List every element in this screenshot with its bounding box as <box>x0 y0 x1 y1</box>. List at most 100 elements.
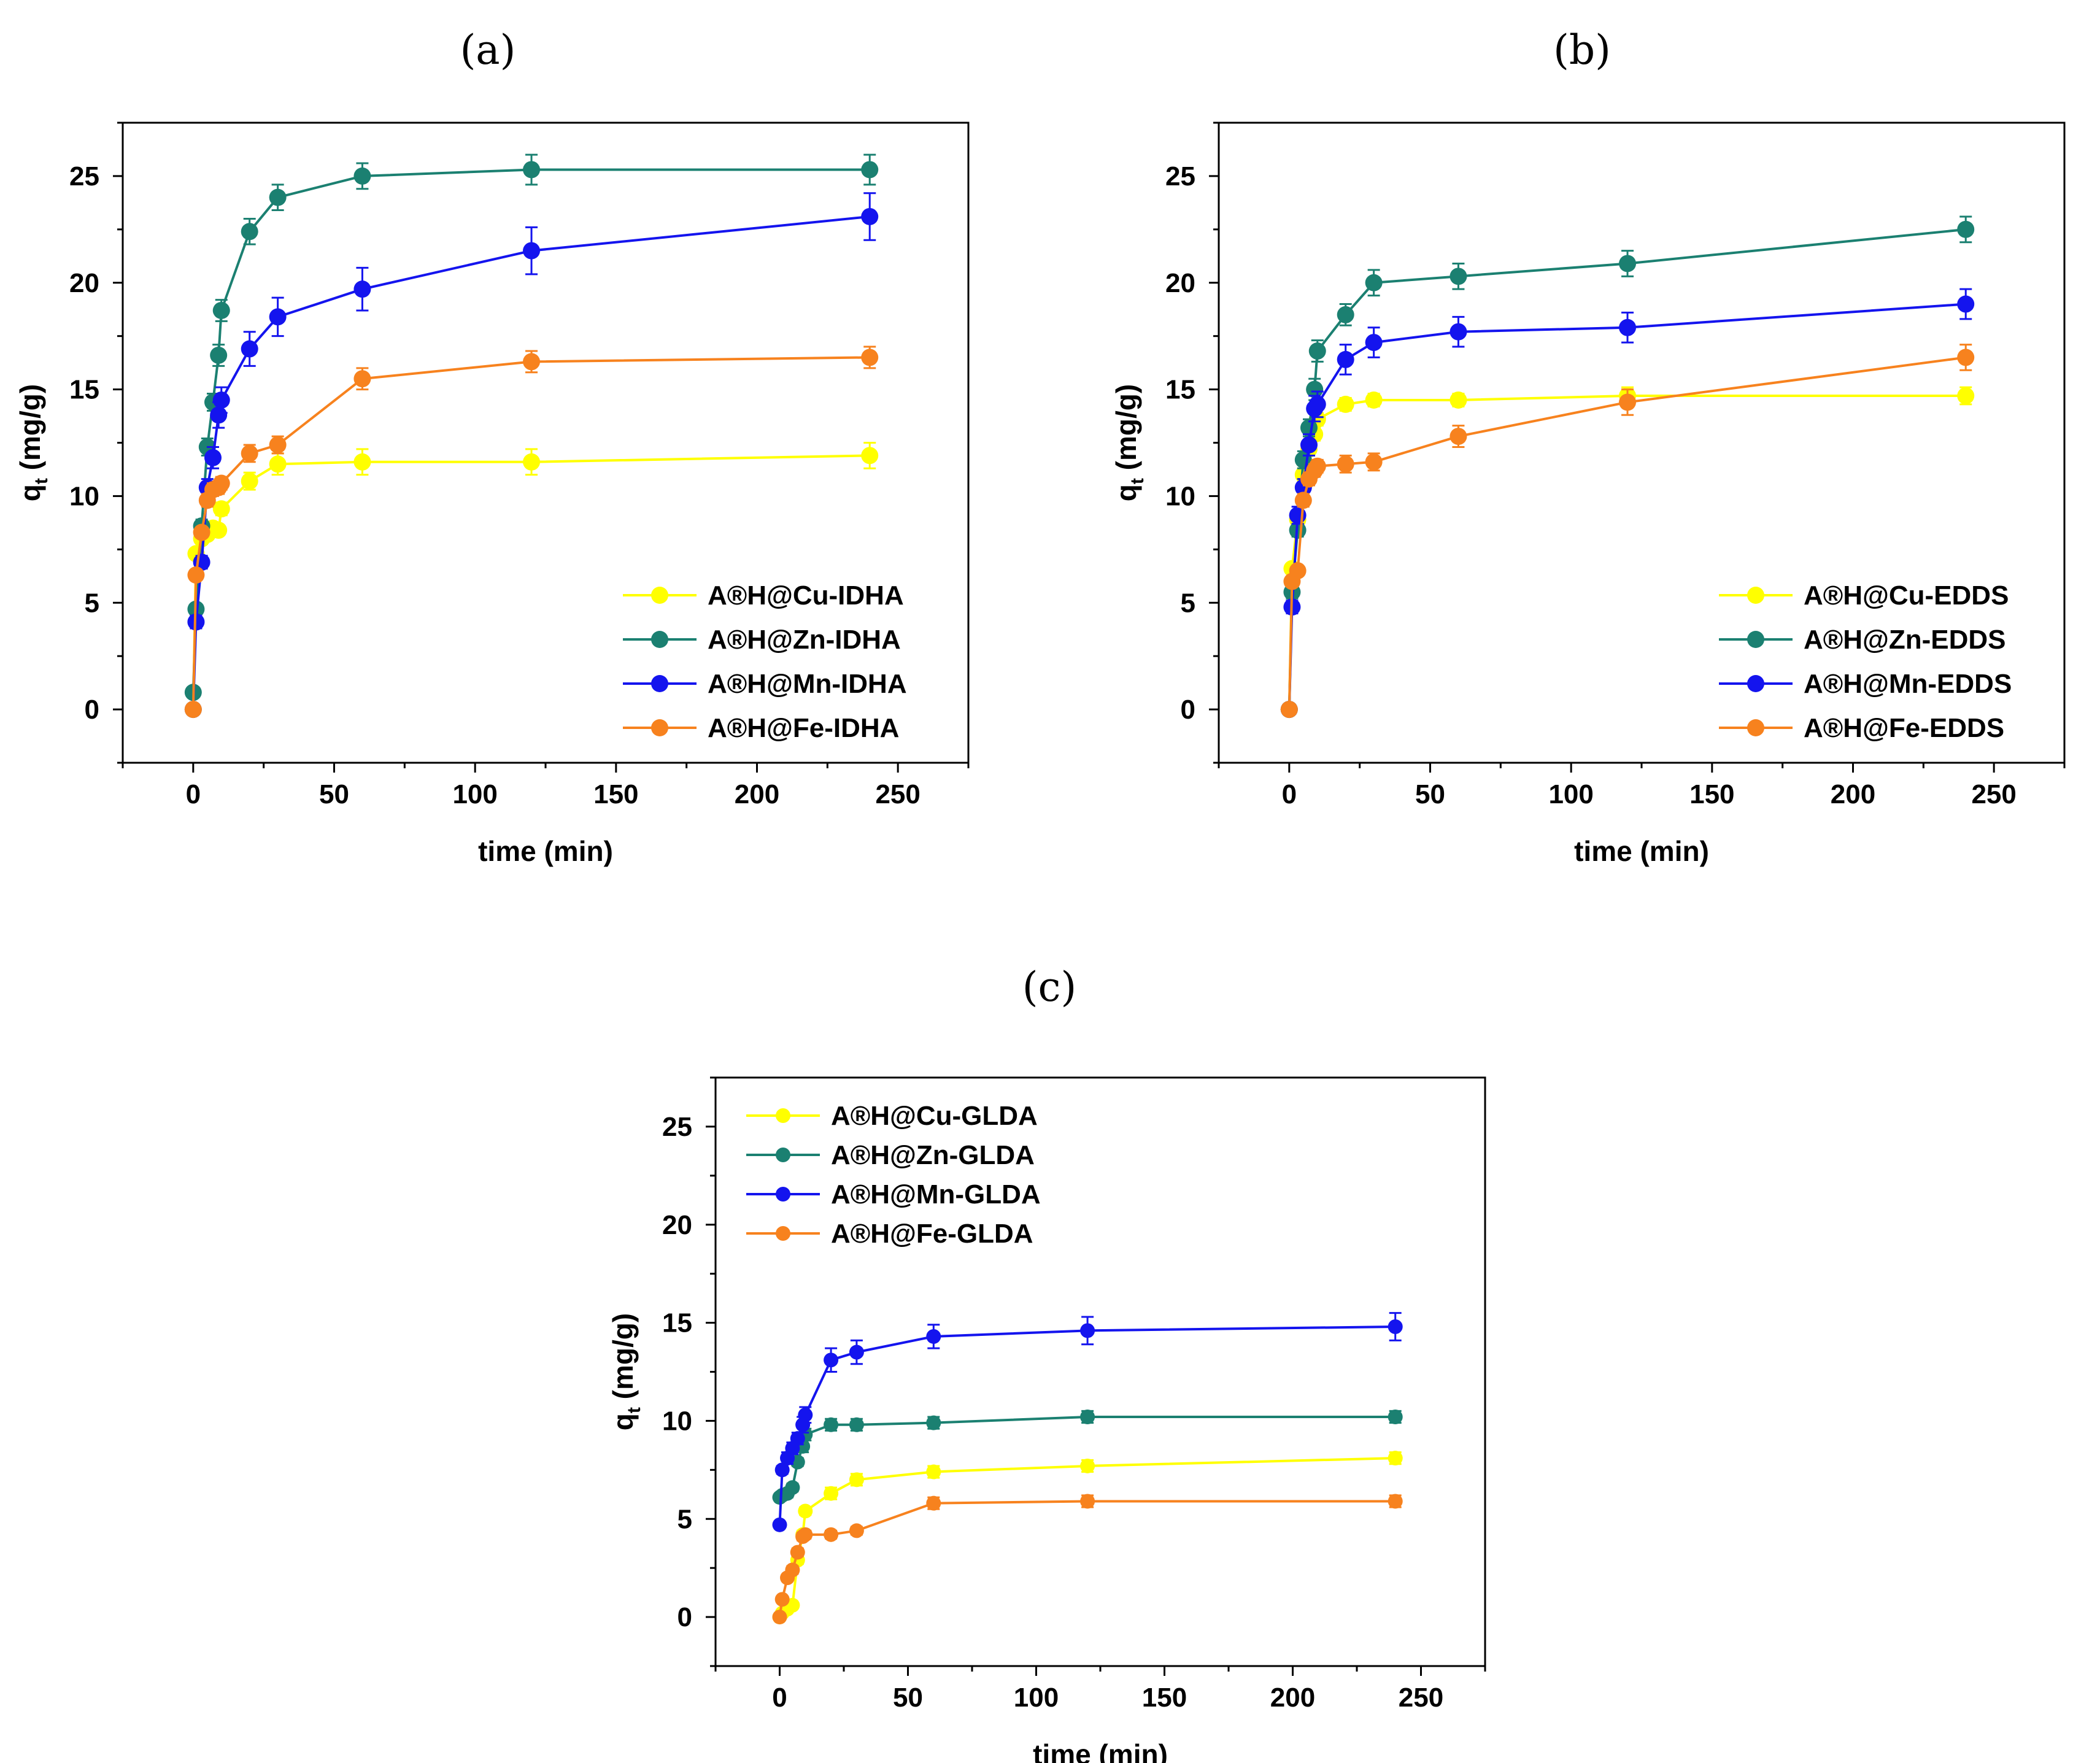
legend-marker <box>651 631 668 648</box>
y-tick-label: 5 <box>85 588 99 618</box>
legend-marker <box>1747 631 1764 648</box>
data-point <box>1957 295 1975 313</box>
data-point <box>774 1592 790 1607</box>
data-point <box>824 1417 839 1432</box>
data-point <box>1294 492 1312 509</box>
series-c-2 <box>772 1312 1403 1532</box>
x-tick-label: 50 <box>1415 779 1445 809</box>
chart-panel-c: (c) 0 50 100 150 200 250 0 5 10 15 20 25 time (min) qt… <box>607 963 1486 1763</box>
data-point <box>1337 455 1354 473</box>
y-axis-title-symbol: q <box>607 1413 639 1430</box>
legend-label: A®H@Mn-GLDA <box>831 1179 1041 1209</box>
data-point <box>1080 1323 1095 1338</box>
y-tick-label: 25 <box>1165 161 1195 191</box>
data-point <box>1365 391 1383 409</box>
data-point <box>353 370 371 388</box>
legend-label: A®H@Cu-EDDS <box>1804 581 2009 611</box>
x-tick-label: 150 <box>593 779 638 809</box>
legend: A®H@Cu-GLDA A®H@Zn-GLDA A®H@Mn-GLDA A®H@Fe-… <box>746 1101 1041 1249</box>
data-point <box>849 1472 864 1487</box>
plot-area <box>714 1076 1486 1667</box>
legend-item: A®H@Mn-GLDA <box>746 1179 1041 1209</box>
legend-marker <box>776 1148 790 1162</box>
data-point <box>798 1407 813 1422</box>
data-point <box>1306 380 1324 398</box>
x-tick-label: 0 <box>772 1683 787 1713</box>
legend-label: A®H@Fe-GLDA <box>831 1219 1033 1249</box>
legend: A®H@Cu-IDHA A®H@Zn-IDHA A®H@Mn-IDHA A®H@Fe-… <box>623 581 907 743</box>
y-tick-label: 20 <box>69 268 99 298</box>
chart-panel-b: (b) 0 50 100 150 200 250 0 5 10 15 20 25 time (min) qt… <box>1110 26 2066 867</box>
y-axis-title-subscript: t <box>1127 478 1148 484</box>
data-point <box>1308 395 1326 413</box>
data-point <box>523 353 541 371</box>
y-axis-title-unit: (mg/g) <box>1110 384 1142 478</box>
data-point <box>210 346 228 364</box>
panel-label: (c) <box>1022 963 1076 1011</box>
legend-marker <box>776 1108 790 1123</box>
data-point <box>523 453 541 471</box>
data-point <box>1308 342 1326 360</box>
legend: A®H@Cu-EDDS A®H@Zn-EDDS A®H@Mn-EDDS A®H@Fe-… <box>1719 581 2012 743</box>
x-tick-label: 200 <box>1831 779 1875 809</box>
data-point <box>1957 220 1975 238</box>
y-tick-label: 0 <box>85 695 99 725</box>
data-point <box>269 455 287 473</box>
data-point <box>1450 391 1467 409</box>
x-tick-label: 200 <box>735 779 779 809</box>
data-point <box>353 280 371 298</box>
legend-item: A®H@Mn-IDHA <box>623 669 907 699</box>
x-tick-label: 150 <box>1142 1683 1187 1713</box>
x-tick-label: 0 <box>1282 779 1297 809</box>
data-point <box>1388 1319 1403 1334</box>
x-tick-label: 100 <box>452 779 497 809</box>
legend-item: A®H@Zn-EDDS <box>1719 625 2006 655</box>
data-point <box>1300 436 1318 453</box>
data-point <box>1619 318 1637 336</box>
x-tick-label: 250 <box>1971 779 2016 809</box>
data-point <box>184 701 202 719</box>
y-tick-label: 10 <box>1165 481 1195 511</box>
legend-item: A®H@Cu-GLDA <box>746 1101 1038 1131</box>
data-point <box>212 474 230 492</box>
y-axis-title-unit: (mg/g) <box>607 1313 639 1407</box>
series-c-3 <box>772 1494 1403 1625</box>
x-tick-label: 100 <box>1548 779 1593 809</box>
data-point <box>212 301 230 319</box>
data-point <box>1365 274 1383 291</box>
y-tick-label: 15 <box>69 375 99 405</box>
legend-item: A®H@Cu-IDHA <box>623 581 904 611</box>
legend-marker <box>651 675 668 692</box>
y-tick-label: 20 <box>1165 268 1195 298</box>
data-point <box>241 340 258 358</box>
legend-label: A®H@Zn-IDHA <box>708 625 901 655</box>
plot-area <box>122 122 970 764</box>
panel-label: (a) <box>460 26 516 74</box>
data-point <box>212 391 230 409</box>
data-point <box>210 406 228 424</box>
data-point <box>1388 1451 1403 1466</box>
data-point <box>1289 562 1307 580</box>
data-point <box>241 223 258 241</box>
data-point <box>824 1527 839 1542</box>
series-a-3 <box>184 345 879 719</box>
data-point <box>926 1329 941 1344</box>
data-point <box>212 500 230 518</box>
legend-label: A®H@Fe-EDDS <box>1804 713 2004 743</box>
data-point <box>861 447 879 465</box>
data-point <box>849 1344 864 1360</box>
data-point <box>926 1464 941 1479</box>
y-tick-label: 15 <box>1165 375 1195 405</box>
data-point <box>790 1545 805 1560</box>
data-point <box>824 1352 839 1368</box>
legend-marker <box>776 1187 790 1202</box>
x-tick-label: 50 <box>893 1683 923 1713</box>
legend-item: A®H@Zn-GLDA <box>746 1140 1035 1170</box>
data-point <box>1080 1458 1095 1473</box>
data-point <box>241 473 258 490</box>
data-point <box>785 1480 800 1495</box>
data-point <box>187 566 205 584</box>
x-tick-label: 200 <box>1270 1683 1315 1713</box>
x-axis-title: time (min) <box>478 835 613 867</box>
